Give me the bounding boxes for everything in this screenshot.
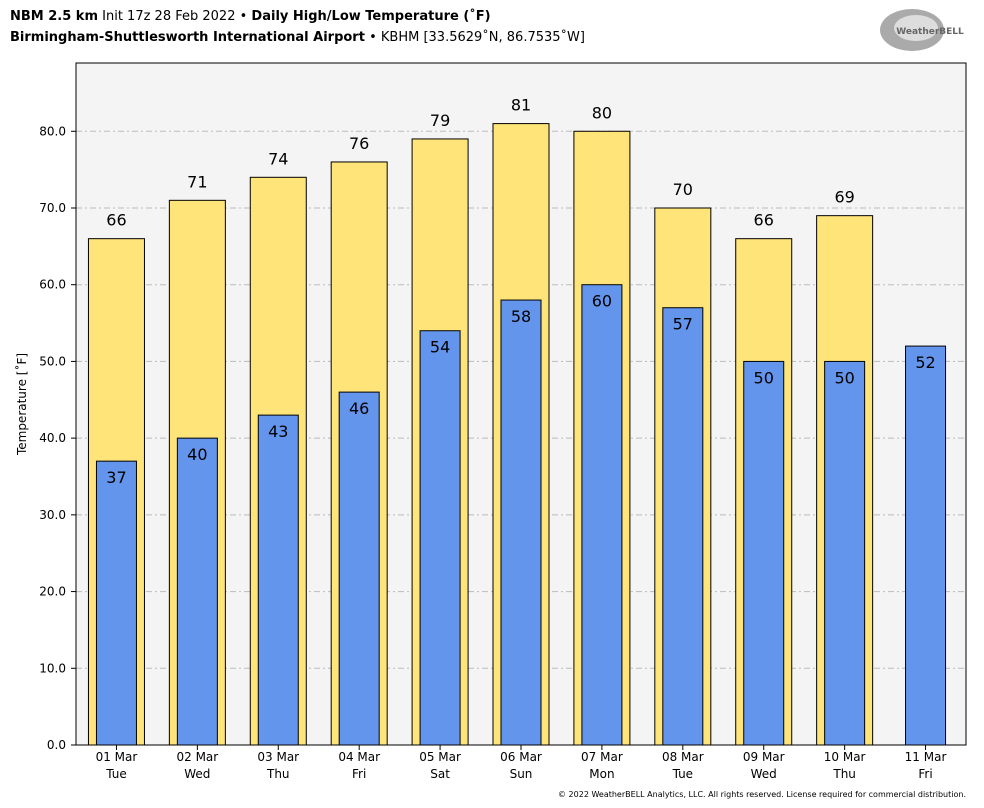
x-tick-label: 07 Mar — [581, 750, 623, 764]
value-label: 60 — [592, 292, 612, 311]
x-tick-label-day: Sun — [510, 767, 533, 781]
x-tick-label: 08 Mar — [662, 750, 704, 764]
x-tick-label: 10 Mar — [824, 750, 866, 764]
y-tick-label: 80.0 — [39, 124, 66, 138]
x-tick-label: 04 Mar — [338, 750, 380, 764]
value-label: 50 — [754, 368, 774, 387]
chart-subtitle: Birmingham-Shuttlesworth International A… — [10, 29, 585, 45]
value-label: 46 — [349, 399, 369, 418]
subtitle-separator: • — [369, 30, 377, 45]
y-tick-label: 20.0 — [39, 585, 66, 599]
x-tick-label-day: Tue — [672, 767, 694, 781]
x-tick-label-day: Wed — [184, 767, 210, 781]
x-tick-label-day: Fri — [918, 767, 932, 781]
value-label: 80 — [592, 103, 612, 122]
x-tick-label-day: Thu — [266, 767, 290, 781]
x-tick-label: 03 Mar — [257, 750, 299, 764]
bar — [338, 391, 380, 746]
value-label: 54 — [430, 338, 450, 357]
x-tick-label-day: Thu — [832, 767, 856, 781]
logo-swirl-inner — [894, 15, 938, 41]
value-label: 70 — [673, 180, 693, 199]
title-init: Init 17z 28 Feb 2022 — [102, 9, 235, 24]
y-axis-label: Temperature [˚F] — [14, 353, 29, 456]
value-label: 81 — [511, 96, 531, 115]
y-tick-label: 40.0 — [39, 431, 66, 445]
y-tick-label: 50.0 — [39, 354, 66, 368]
bar — [581, 284, 623, 746]
chart-title: NBM 2.5 km Init 17z 28 Feb 2022 • Daily … — [10, 8, 491, 24]
value-label: 74 — [268, 149, 288, 168]
value-label: 69 — [834, 188, 854, 207]
title-product: Daily High/Low Temperature (˚F) — [251, 8, 490, 24]
footer: © 2022 WeatherBELL Analytics, LLC. All r… — [558, 790, 966, 799]
value-label: 40 — [187, 445, 207, 464]
y-tick-label: 10.0 — [39, 661, 66, 675]
x-tick-label: 11 Mar — [905, 750, 947, 764]
bar — [176, 437, 218, 746]
value-label: 66 — [106, 211, 126, 230]
title-model: NBM 2.5 km — [10, 9, 98, 24]
x-tick-label-day: Fri — [352, 767, 366, 781]
x-tick-label: 06 Mar — [500, 750, 542, 764]
bar — [662, 307, 704, 746]
value-label: 71 — [187, 172, 207, 191]
y-tick-label: 60.0 — [39, 278, 66, 292]
x-tick-label-day: Mon — [589, 767, 614, 781]
value-label: 52 — [915, 353, 935, 372]
x-tick-label-day: Tue — [105, 767, 127, 781]
x-tick-label: 02 Mar — [176, 750, 218, 764]
bar — [257, 414, 299, 746]
value-label: 79 — [430, 111, 450, 130]
x-tick-label: 05 Mar — [419, 750, 461, 764]
value-label: 50 — [834, 368, 854, 387]
bar — [419, 330, 461, 746]
y-tick-label: 70.0 — [39, 201, 66, 215]
y-tick-label: 0.0 — [47, 738, 66, 752]
value-label: 58 — [511, 307, 531, 326]
x-tick-label-day: Wed — [751, 767, 777, 781]
bar — [743, 360, 785, 746]
subtitle-station: Birmingham-Shuttlesworth International A… — [10, 30, 365, 45]
plot: 66 71 74 76 79 81 80 70 66 69 37 40 43 46 54 58 60 57 50 50… — [76, 96, 966, 746]
x-tick-label-day: Sat — [430, 767, 450, 781]
bar — [500, 299, 542, 746]
x-tick-label: 09 Mar — [743, 750, 785, 764]
title-separator: • — [240, 9, 248, 24]
y-tick-label: 30.0 — [39, 508, 66, 522]
value-label: 37 — [106, 468, 126, 487]
value-label: 76 — [349, 134, 369, 153]
bar — [95, 460, 137, 746]
bar — [905, 345, 947, 746]
value-label: 66 — [754, 211, 774, 230]
subtitle-location: KBHM [33.5629˚N, 86.7535˚W] — [381, 29, 585, 45]
x-tick-label: 01 Mar — [96, 750, 138, 764]
value-label: 57 — [673, 315, 693, 334]
logo-text: WeatherBELL — [896, 27, 964, 37]
bar — [824, 360, 866, 746]
value-label: 43 — [268, 422, 288, 441]
